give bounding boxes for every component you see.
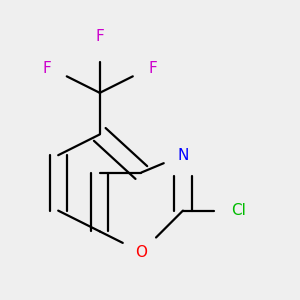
Text: F: F [148, 61, 157, 76]
Text: F: F [43, 61, 51, 76]
Text: O: O [135, 245, 147, 260]
Text: Cl: Cl [231, 203, 246, 218]
Text: N: N [177, 148, 189, 163]
Text: F: F [95, 29, 104, 44]
